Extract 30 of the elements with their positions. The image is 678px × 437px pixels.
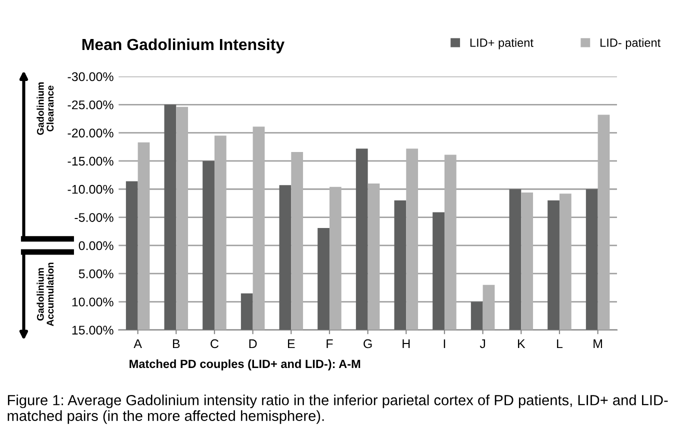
text: Gadolinium Accumulation	[36, 262, 54, 326]
y-tick-label: 10.00%	[72, 298, 114, 306]
y-tick-label: -20.00%	[68, 128, 114, 138]
x-tick-label: E	[288, 339, 295, 348]
y-tick-label: 0.00%	[78, 241, 114, 250]
x-tick-label: K	[518, 339, 526, 348]
y-tick-label: -15.00%	[68, 156, 114, 166]
legend-label: LID- patient	[600, 38, 661, 50]
y-tick-label: -5.00%	[74, 213, 114, 222]
x-axis-title: Matched PD couples (LID+ and LID-): A-M	[130, 359, 360, 370]
x-tick-label: D	[249, 339, 257, 348]
x-tick-label: J	[480, 339, 486, 348]
y-tick-label: 5.00%	[78, 269, 114, 278]
x-tick-label: A	[134, 339, 142, 348]
y-tick-label: -10.00%	[68, 184, 114, 194]
x-tick-label: C	[210, 339, 219, 348]
x-tick-label: M	[594, 339, 602, 348]
x-tick-label: G	[364, 339, 372, 348]
chart-title: Mean Gadolinium Intensity	[82, 38, 284, 54]
x-tick-label: B	[173, 339, 180, 348]
y-tick-label: 15.00%	[72, 326, 114, 335]
x-tick-label: L	[557, 339, 563, 348]
x-tick-label: I	[444, 339, 446, 348]
x-tick-label: F	[326, 339, 333, 348]
legend-label: LID+ patient	[470, 38, 534, 50]
caption: Figure 1: Average Gadolinium intensity ratio in the inferior parietal cortex of PD patients, LID+ and LID- matched pairs (in the more affected hemisphere).	[8, 394, 668, 424]
text: Gadolinium Clearance	[36, 82, 54, 135]
x-tick-label: H	[402, 339, 410, 348]
y-tick-label: -25.00%	[68, 100, 114, 110]
y-tick-label: -30.00%	[68, 72, 114, 82]
